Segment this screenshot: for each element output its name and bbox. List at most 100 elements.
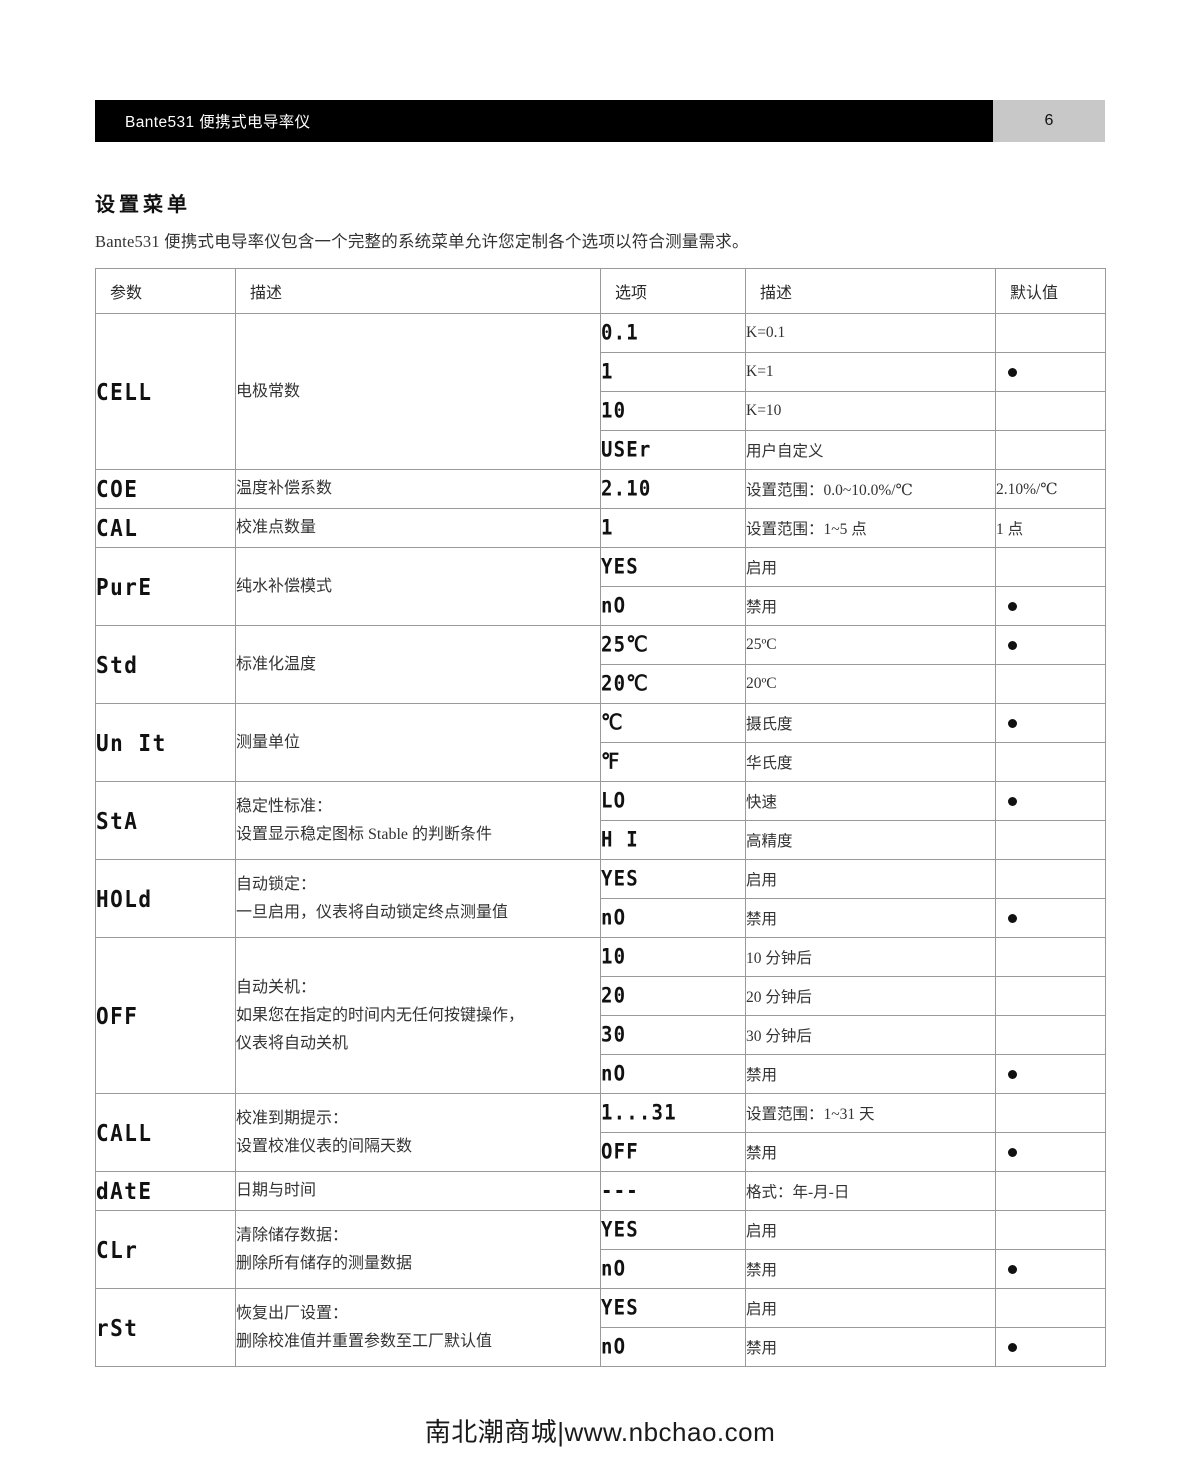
table-body: CELL 电极常数 0.1 K=0.1 1 K=1 10 K=10 USEr 用户自定义 COE 温度…	[95, 313, 1106, 1367]
default-marker-dot-icon	[1008, 640, 1017, 650]
lcd-option-value: YES	[601, 866, 639, 892]
param-description-cell: 清除储存数据： 删除所有储存的测量数据	[235, 1210, 601, 1289]
table-row: CELL 电极常数 0.1 K=0.1	[95, 313, 1106, 470]
param-code-cell: CELL	[95, 313, 236, 470]
lcd-option-value: 1...31	[601, 1100, 677, 1126]
default-value-cell	[995, 742, 1106, 782]
option-description-cell: 摄氏度	[745, 703, 996, 743]
table-header-row: 参数 描述 选项 描述 默认值	[95, 268, 1106, 314]
description-line: 校准点数量	[236, 519, 317, 536]
default-value-cell	[995, 352, 1106, 392]
table-row: CLr 清除储存数据： 删除所有储存的测量数据 YES 启用	[95, 1210, 1106, 1289]
option-description-cell: 快速	[745, 781, 996, 821]
lcd-param-code: Un It	[96, 729, 167, 756]
description-line: 删除校准值并重置参数至工厂默认值	[236, 1332, 493, 1350]
option-description-cell: 禁用	[745, 1132, 996, 1172]
table-row: rSt 恢复出厂设置： 删除校准值并重置参数至工厂默认值 YES 启用	[95, 1288, 1106, 1367]
option-description-cell: K=0.1	[745, 313, 996, 353]
param-description-cell: 电极常数	[235, 313, 601, 470]
option-description-cell: 30 分钟后	[745, 1015, 996, 1055]
option-value-cell: 0.1	[600, 313, 746, 353]
default-value-cell	[995, 1171, 1106, 1211]
option-value-cell: 1	[600, 352, 746, 392]
default-value-cell	[995, 547, 1106, 587]
param-description-cell: 测量单位	[235, 703, 601, 782]
default-value-cell	[995, 313, 1106, 353]
default-value-cell	[995, 1327, 1106, 1367]
table-row: 20 20 分钟后	[96, 976, 1106, 1016]
column-header-option: 选项	[600, 268, 746, 314]
description-line: 设置校准仪表的间隔天数	[236, 1137, 413, 1155]
default-value-cell	[995, 703, 1106, 743]
lcd-option-value: ℉	[601, 749, 621, 775]
lcd-option-value: nO	[601, 1256, 627, 1282]
option-description-cell: 20 分钟后	[745, 976, 996, 1016]
param-description-cell: 自动锁定： 一旦启用，仪表将自动锁定终点测量值	[235, 859, 601, 938]
default-value-cell	[995, 976, 1106, 1016]
description-line: 自动锁定：	[236, 875, 317, 893]
param-description-cell: 日期与时间	[235, 1171, 601, 1211]
lcd-option-value: LO	[601, 788, 627, 814]
table-row: OFF 自动关机： 如果您在指定的时间内无任何按键操作， 仪表将自动关机 10 10 分钟…	[95, 937, 1106, 1094]
table-row: HOLd 自动锁定： 一旦启用，仪表将自动锁定终点测量值 YES 启用	[95, 859, 1106, 938]
option-description-cell: 启用	[745, 547, 996, 587]
table-row: dAtE 日期与时间 --- 格式：年-月-日	[95, 1171, 1106, 1211]
default-value-cell	[995, 820, 1106, 860]
lcd-option-value: 20	[601, 983, 627, 1009]
lcd-option-value: ---	[601, 1178, 639, 1204]
default-value-cell	[995, 391, 1106, 431]
lcd-param-code: CLr	[96, 1236, 139, 1263]
table-header: 参数 描述 选项 描述 默认值	[95, 268, 1106, 314]
description-line: 校准到期提示：	[236, 1109, 349, 1127]
option-value-cell: OFF	[600, 1132, 746, 1172]
column-header-label: 默认值	[1010, 285, 1059, 302]
option-value-cell: nO	[600, 898, 746, 938]
default-marker-dot-icon	[1008, 1069, 1017, 1079]
lcd-param-code: CAL	[96, 514, 139, 542]
default-value-cell	[995, 1015, 1106, 1055]
default-marker-dot-icon	[1008, 796, 1017, 806]
table-row: Std 标准化温度 25℃ 25ºC	[95, 625, 1106, 704]
option-value-cell: 1...31	[600, 1093, 746, 1133]
option-value-cell: LO	[600, 781, 746, 821]
option-value-cell: YES	[600, 1288, 746, 1328]
param-code-cell: CAL	[95, 508, 236, 548]
option-value-cell: 10	[600, 391, 746, 431]
param-description-cell: 恢复出厂设置： 删除校准值并重置参数至工厂默认值	[235, 1288, 601, 1367]
table-row: Un It 测量单位 ℃ 摄氏度	[95, 703, 1106, 782]
lcd-option-value: ℃	[601, 710, 624, 736]
lcd-option-value: USEr	[601, 437, 652, 463]
option-description-cell: 设置范围：1~31 天	[745, 1093, 996, 1133]
page-number: 6	[1044, 112, 1054, 129]
default-value-cell	[995, 1249, 1106, 1289]
description-line: 纯水补偿模式	[236, 577, 333, 595]
lcd-option-value: YES	[601, 1295, 639, 1321]
column-header-option-desc: 描述	[745, 268, 996, 314]
option-value-cell: ℉	[600, 742, 746, 782]
table-row: 30 30 分钟后	[96, 1015, 1106, 1055]
option-value-cell: YES	[600, 1210, 746, 1250]
column-header-label: 选项	[615, 285, 648, 302]
description-line: 一旦启用，仪表将自动锁定终点测量值	[236, 903, 509, 921]
table-row: 1 K=1	[96, 352, 1106, 392]
param-description-cell: 标准化温度	[235, 625, 601, 704]
default-value-cell	[995, 859, 1106, 899]
header-title-block: Bante531 便携式电导率仪	[95, 100, 993, 142]
page-title: Bante531 便携式电导率仪	[125, 114, 311, 131]
table-row: StA 稳定性标准： 设置显示稳定图标 Stable 的判断条件 LO 快速	[95, 781, 1106, 860]
default-marker-dot-icon	[1008, 718, 1017, 728]
option-value-cell: YES	[600, 547, 746, 587]
param-description-cell: 校准点数量	[235, 508, 601, 548]
default-value-cell: 1 点	[995, 508, 1106, 548]
option-description-cell: 设置范围：0.0~10.0%/℃	[745, 469, 996, 509]
column-header-label: 描述	[250, 285, 283, 302]
table-row: nO 禁用	[96, 1054, 1106, 1094]
description-line: 电极常数	[236, 382, 301, 400]
lcd-param-code: CELL	[96, 378, 153, 405]
table-row: 10 K=10	[96, 391, 1106, 431]
description-line: 删除所有储存的测量数据	[236, 1254, 413, 1272]
option-value-cell: 20	[600, 976, 746, 1016]
default-value-cell	[995, 625, 1106, 665]
